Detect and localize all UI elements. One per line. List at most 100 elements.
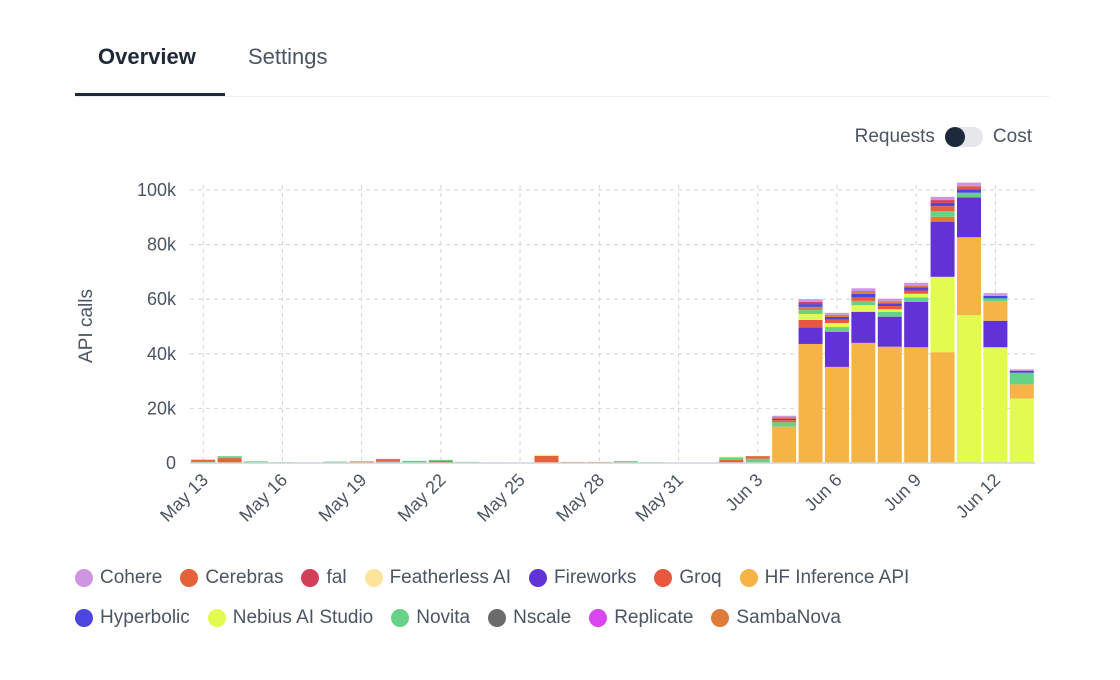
bar-segment-cerebras: [772, 420, 797, 423]
bar-segment-nebius-ai-studio: [877, 309, 902, 312]
x-tick-label: May 16: [235, 470, 291, 526]
bar-segment-novita: [824, 327, 849, 332]
bar-segment-groq: [824, 319, 849, 323]
bar-segment-cerebras: [745, 456, 770, 459]
legend-item[interactable]: Groq: [654, 566, 722, 590]
legend-item[interactable]: Replicate: [589, 606, 693, 630]
bar-jun-5: [798, 299, 823, 463]
bar-segment-sambanova: [877, 301, 902, 304]
bar-segment-nebius-ai-studio: [798, 313, 823, 320]
bar-segment-fireworks: [877, 316, 902, 347]
bar-segment-fireworks: [956, 197, 981, 238]
bar-segment-fireworks: [798, 327, 823, 344]
bar-segment-sambanova: [349, 461, 374, 463]
x-tick-label: May 22: [394, 470, 450, 526]
stacked-bar-chart: 0 20k 40k 60k 80k 100k May 13 May 16 May 19 May 2…: [76, 180, 1035, 526]
bar-segment-novita: [402, 460, 427, 463]
legend-label: Groq: [679, 567, 722, 588]
bar-segment-novita: [428, 459, 453, 461]
bar-segment-cohere: [1009, 369, 1034, 371]
bar-segment-cerebras: [428, 460, 453, 463]
x-tick-label: May 19: [315, 470, 371, 526]
bar-segment-cerebras: [719, 459, 744, 463]
bar-segment-hyperbolic: [904, 287, 929, 291]
bar-segment-novita: [772, 422, 797, 427]
tab-overview[interactable]: Overview: [98, 44, 196, 69]
metric-toggle: Requests Cost: [855, 126, 1032, 148]
bar-segment-fireworks: [983, 320, 1008, 348]
legend-item[interactable]: Fireworks: [529, 566, 636, 590]
bar-segment-hyperbolic: [930, 202, 955, 207]
bar-segment-sambanova: [930, 216, 955, 222]
bar-segment-groq: [877, 306, 902, 310]
bar-segment-novita: [719, 457, 744, 460]
x-tick-label: May 28: [552, 470, 608, 526]
bar-segment-fireworks: [1009, 370, 1034, 373]
bar-jun-4: [772, 415, 797, 463]
switch-knob: [944, 127, 965, 147]
bar-segment-novita: [244, 461, 269, 463]
legend-item[interactable]: Nscale: [488, 606, 571, 630]
active-tab-indicator: [75, 93, 225, 96]
requests-label: Requests: [854, 126, 935, 147]
bar-segment-cohere: [851, 288, 876, 292]
bar-segment-novita: [956, 192, 981, 198]
bar-segment-novita: [983, 298, 1008, 302]
legend-label: SambaNova: [736, 607, 841, 628]
requests-cost-switch[interactable]: [944, 127, 983, 147]
legend-item[interactable]: SambaNova: [711, 606, 841, 630]
bar-segment-hf-inference-api: [772, 426, 797, 463]
legend-label: Fireworks: [554, 567, 637, 588]
legend-item[interactable]: HF Inference API: [739, 566, 910, 590]
bar-segment-cerebras: [376, 459, 401, 462]
bar-segment-fireworks: [851, 311, 876, 343]
legend-swatch-icon: [739, 569, 758, 587]
bar-segment-novita: [851, 300, 876, 306]
legend-swatch-icon: [364, 569, 383, 587]
bar-segment-cohere: [798, 299, 823, 302]
bar-segment-fal: [798, 301, 823, 305]
bar-may-14: [217, 456, 242, 463]
bar-jun-12: [983, 293, 1008, 463]
bar-jun-11: [956, 182, 981, 463]
x-tick-label: May 13: [156, 470, 212, 526]
bar-segment-hf-inference-api: [956, 237, 981, 316]
legend-label: HF Inference API: [764, 567, 910, 588]
legend-label: fal: [326, 567, 347, 588]
bar-segment-hyperbolic: [851, 293, 876, 298]
bars: [191, 182, 1034, 464]
legend-swatch-icon: [75, 569, 93, 587]
legend-item[interactable]: Featherless AI: [364, 566, 512, 590]
bar-segment-novita: [745, 458, 770, 463]
bar-segment-nebius-ai-studio: [428, 459, 453, 461]
legend-item[interactable]: Hyperbolic: [75, 606, 190, 630]
legend-label: Featherless AI: [389, 567, 512, 588]
bar-jun-9: [904, 282, 929, 463]
legend-swatch-icon: [391, 609, 410, 627]
legend: Cohere Cerebras fal Featherless AI Fireworks…: [75, 566, 1035, 630]
bar-segment-cerebras: [191, 459, 216, 462]
bar-segment-cohere: [772, 415, 797, 418]
legend-item[interactable]: Nebius AI Studio: [207, 606, 373, 630]
legend-item[interactable]: Novita: [391, 606, 470, 630]
bar-segment-groq: [904, 290, 929, 294]
legend-item[interactable]: Cohere: [75, 566, 162, 590]
bar-segment-hyperbolic: [956, 189, 981, 193]
bar-segment-cerebras: [534, 455, 559, 463]
bar-segment-sambanova: [798, 306, 823, 311]
bar-segment-hyperbolic: [798, 304, 823, 307]
tab-settings[interactable]: Settings: [248, 44, 328, 69]
bar-jun-2: [719, 456, 744, 463]
legend-item[interactable]: Cerebras: [180, 566, 283, 590]
legend-item[interactable]: fal: [301, 566, 347, 590]
bar-segment-novita: [613, 461, 638, 463]
bar-segment-sambanova: [376, 458, 401, 460]
y-tick-label: 100k: [137, 180, 177, 200]
y-axis-label: API calls: [76, 289, 97, 363]
bar-segment-hf-inference-api: [877, 346, 902, 463]
bar-may-29: [613, 461, 638, 463]
bar-segment-novita: [217, 456, 242, 459]
bar-segment-nebius-ai-studio: [956, 315, 981, 463]
bar-may-15: [244, 461, 269, 463]
